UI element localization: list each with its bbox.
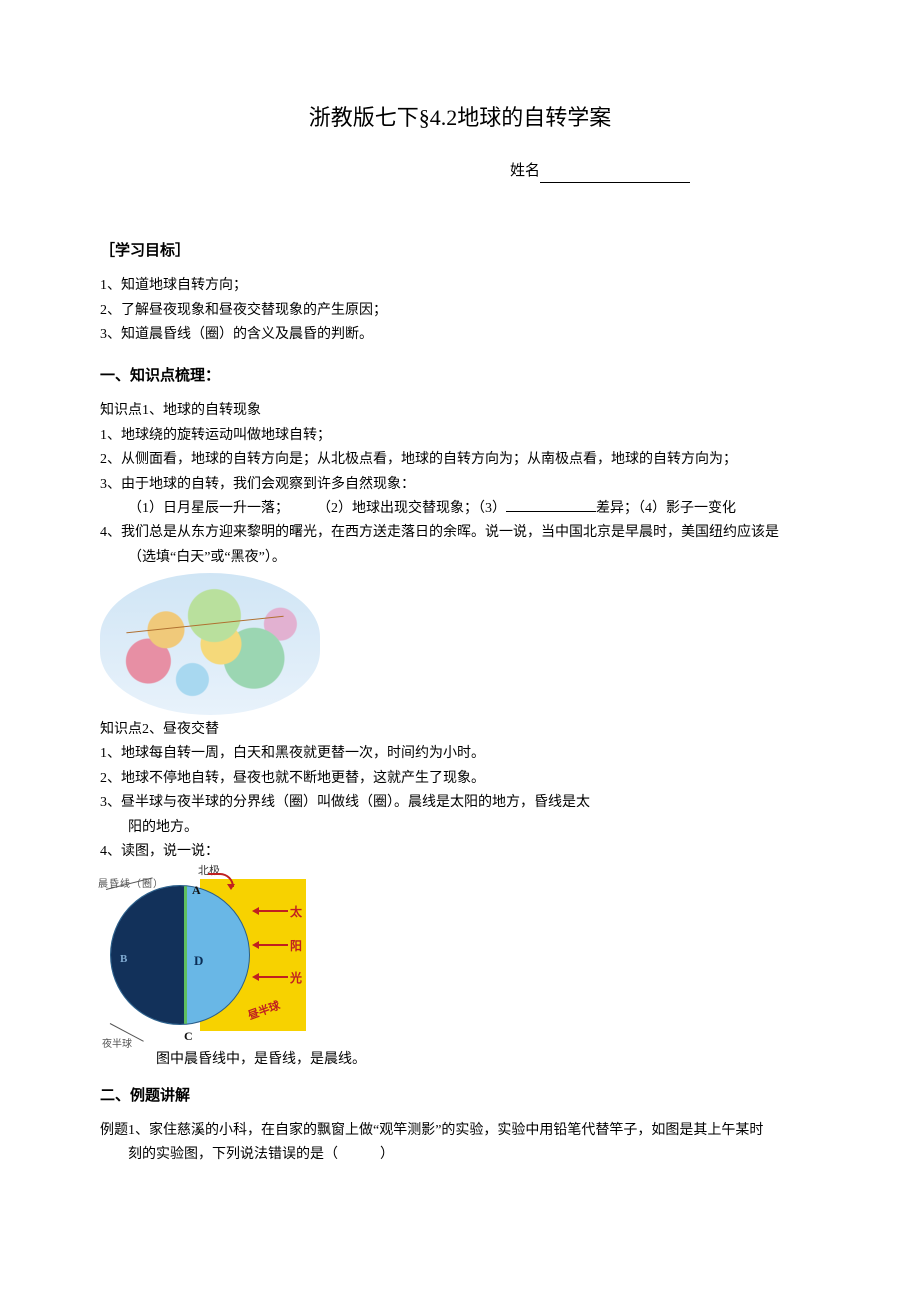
goals-heading: ［学习目标］ [100, 239, 820, 263]
goal-1: 1、知道地球自转方向； [100, 275, 820, 297]
world-map-image [100, 573, 320, 715]
kp1-3-sub: （1）日月星辰一升一落； （2）地球出现交替现象；（3） 差异；（4）影子一变化 [100, 498, 820, 520]
kp2-3b: 阳的地方。 [100, 817, 820, 839]
diagram-caption: 图中晨昏线中，是昏线，是晨线。 [100, 1049, 820, 1071]
kp1-3: 3、由于地球的自转，我们会观察到许多自然现象： [100, 474, 820, 496]
dn-arrow-3 [258, 976, 288, 978]
sec1-heading: 一、知识点梳理： [100, 364, 820, 388]
kp1-block: 知识点1、地球的自转现象 1、地球绕的旋转运动叫做地球自转； 2、从侧面看，地球… [100, 400, 820, 1071]
kp1-title: 知识点1、地球的自转现象 [100, 400, 820, 422]
ex1-b: 刻的实验图，下列说法错误的是（ ） [100, 1144, 820, 1166]
examples-block: 例题1、家住慈溪的小科，在自家的飘窗上做“观竿测影”的实验，实验中用铅笔代替竿子… [100, 1120, 820, 1167]
kp1-4: 4、我们总是从东方迎来黎明的曙光，在西方送走落日的余晖。说一说，当中国北京是早晨… [100, 522, 820, 544]
kp2-3: 3、昼半球与夜半球的分界线（圈）叫做线（圈）。晨线是太阳的地方，昏线是太 [100, 792, 820, 814]
name-row: 姓名 [100, 159, 820, 183]
sec2-heading: 二、例题讲解 [100, 1084, 820, 1108]
dn-label-A: A [192, 881, 201, 900]
dn-arrow-2 [258, 944, 288, 946]
goal-2: 2、了解昼夜现象和昼夜交替现象的产生原因； [100, 300, 820, 322]
kp2-title: 知识点2、昼夜交替 [100, 719, 820, 741]
name-label: 姓名 [510, 163, 540, 179]
dn-nighths-label: 夜半球 [102, 1037, 132, 1053]
kp2-4: 4、读图，说一说： [100, 841, 820, 863]
dn-rotation-arrow [208, 873, 234, 887]
name-blank[interactable] [540, 182, 690, 183]
kp1-4b: （选填“白天”或“黑夜”）。 [100, 547, 820, 569]
daynight-diagram: 北极 晨昏线（圈） A B C D 太 阳 光 昼半球 夜半球 [100, 865, 306, 1045]
kp1-3c: 差异；（4）影子一变化 [596, 501, 736, 516]
dn-label-B: B [120, 951, 127, 969]
dn-sun-3: 光 [290, 969, 302, 988]
kp1-3a: （1）日月星辰一升一落； [128, 501, 289, 516]
kp2-1: 1、地球每自转一周，白天和黑夜就更替一次，时间约为小时。 [100, 743, 820, 765]
kp1-2: 2、从侧面看，地球的自转方向是；从北极点看，地球的自转方向为；从南极点看，地球的… [100, 449, 820, 471]
dn-sun-1: 太 [290, 903, 302, 922]
dn-label-D: D [194, 951, 203, 972]
dn-label-C: C [184, 1027, 193, 1046]
kp1-3b: （2）地球出现交替现象；（3） [317, 501, 506, 516]
goals-block: 1、知道地球自转方向； 2、了解昼夜现象和昼夜交替现象的产生原因； 3、知道晨昏… [100, 275, 820, 346]
dn-arrow-1 [258, 910, 288, 912]
dn-boundary-line [184, 886, 187, 1024]
goal-3: 3、知道晨昏线（圈）的含义及晨昏的判断。 [100, 324, 820, 346]
page-title: 浙教版七下§4.2地球的自转学案 [100, 100, 820, 135]
dn-globe [110, 885, 250, 1025]
kp1-3-blank[interactable] [506, 498, 596, 512]
kp1-1: 1、地球绕的旋转运动叫做地球自转； [100, 425, 820, 447]
kp2-2: 2、地球不停地自转，昼夜也就不断地更替，这就产生了现象。 [100, 768, 820, 790]
dn-sun-2: 阳 [290, 937, 302, 956]
ex1-a: 例题1、家住慈溪的小科，在自家的飘窗上做“观竿测影”的实验，实验中用铅笔代替竿子… [100, 1120, 820, 1142]
